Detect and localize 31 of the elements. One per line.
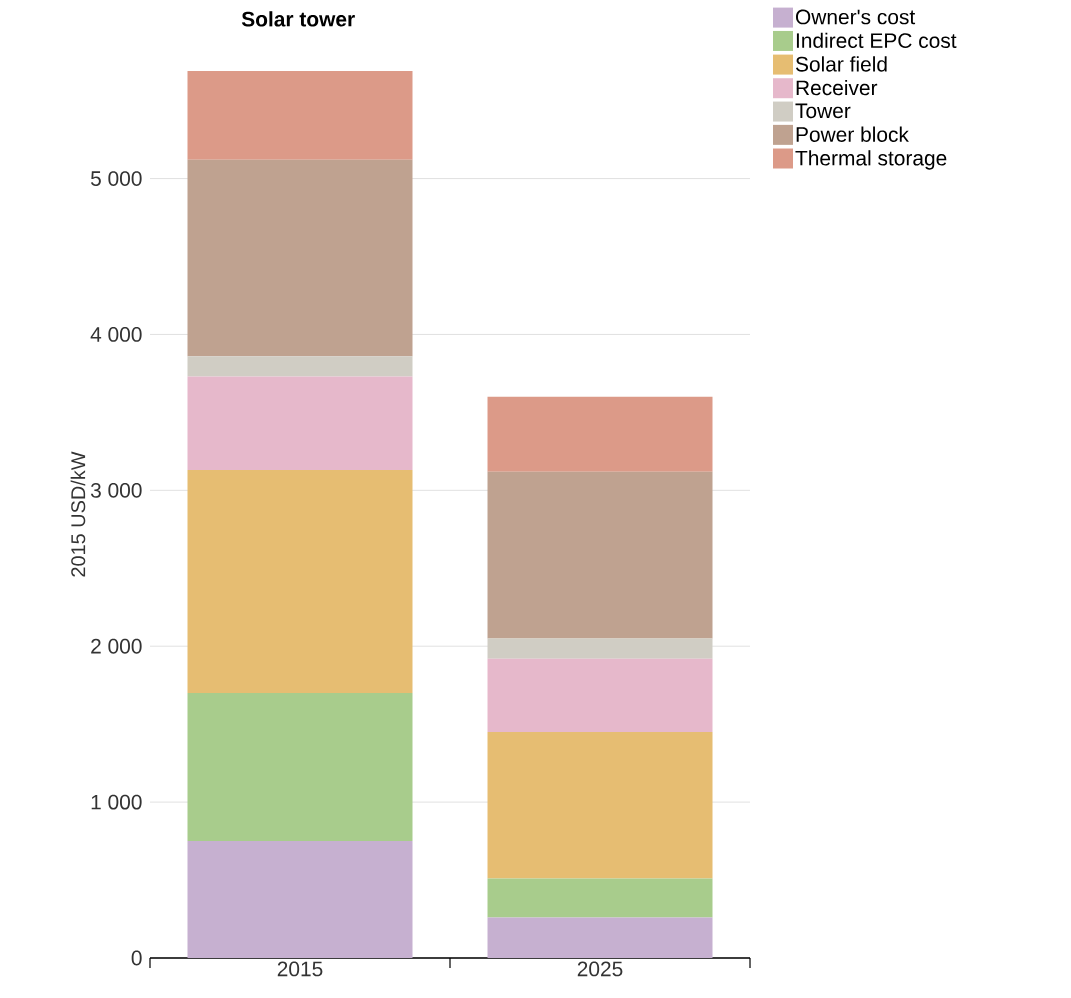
legend-label: Tower: [795, 103, 851, 119]
y-tick-label: 1 000: [91, 794, 142, 810]
bar: [187, 159, 413, 357]
y-axis-title: 2015 USD/kW: [70, 451, 86, 577]
x-tick-label: 2025: [577, 961, 623, 977]
bar: [187, 376, 413, 471]
bar: [487, 731, 713, 879]
bar: [187, 841, 413, 958]
y-tick-label: 0: [131, 950, 142, 966]
legend-label: Thermal storage: [795, 150, 947, 170]
bar: [187, 470, 413, 693]
y-tick-label: 5 000: [90, 171, 142, 186]
bar: [187, 356, 413, 377]
y-tick-label: 3 000: [90, 482, 142, 498]
legend-label: Indirect EPC cost: [796, 32, 957, 48]
bar: [187, 692, 413, 842]
bar: [487, 878, 713, 918]
bar: [487, 396, 713, 472]
bar: [487, 658, 713, 732]
legend-label: Owner's cost: [795, 9, 916, 25]
legend-label: Power block: [796, 126, 909, 142]
chart-title: Solar tower: [241, 11, 355, 27]
bar: [487, 471, 713, 639]
legend-label: Solar field: [795, 56, 887, 72]
bar: [487, 638, 713, 659]
y-tick-label: 2 000: [91, 638, 142, 654]
x-tick-label: 2015: [277, 961, 323, 977]
bar: [187, 70, 413, 160]
bar: [487, 917, 713, 958]
y-tick-label: 4 000: [90, 327, 142, 342]
legend-label: Receiver: [796, 79, 878, 96]
